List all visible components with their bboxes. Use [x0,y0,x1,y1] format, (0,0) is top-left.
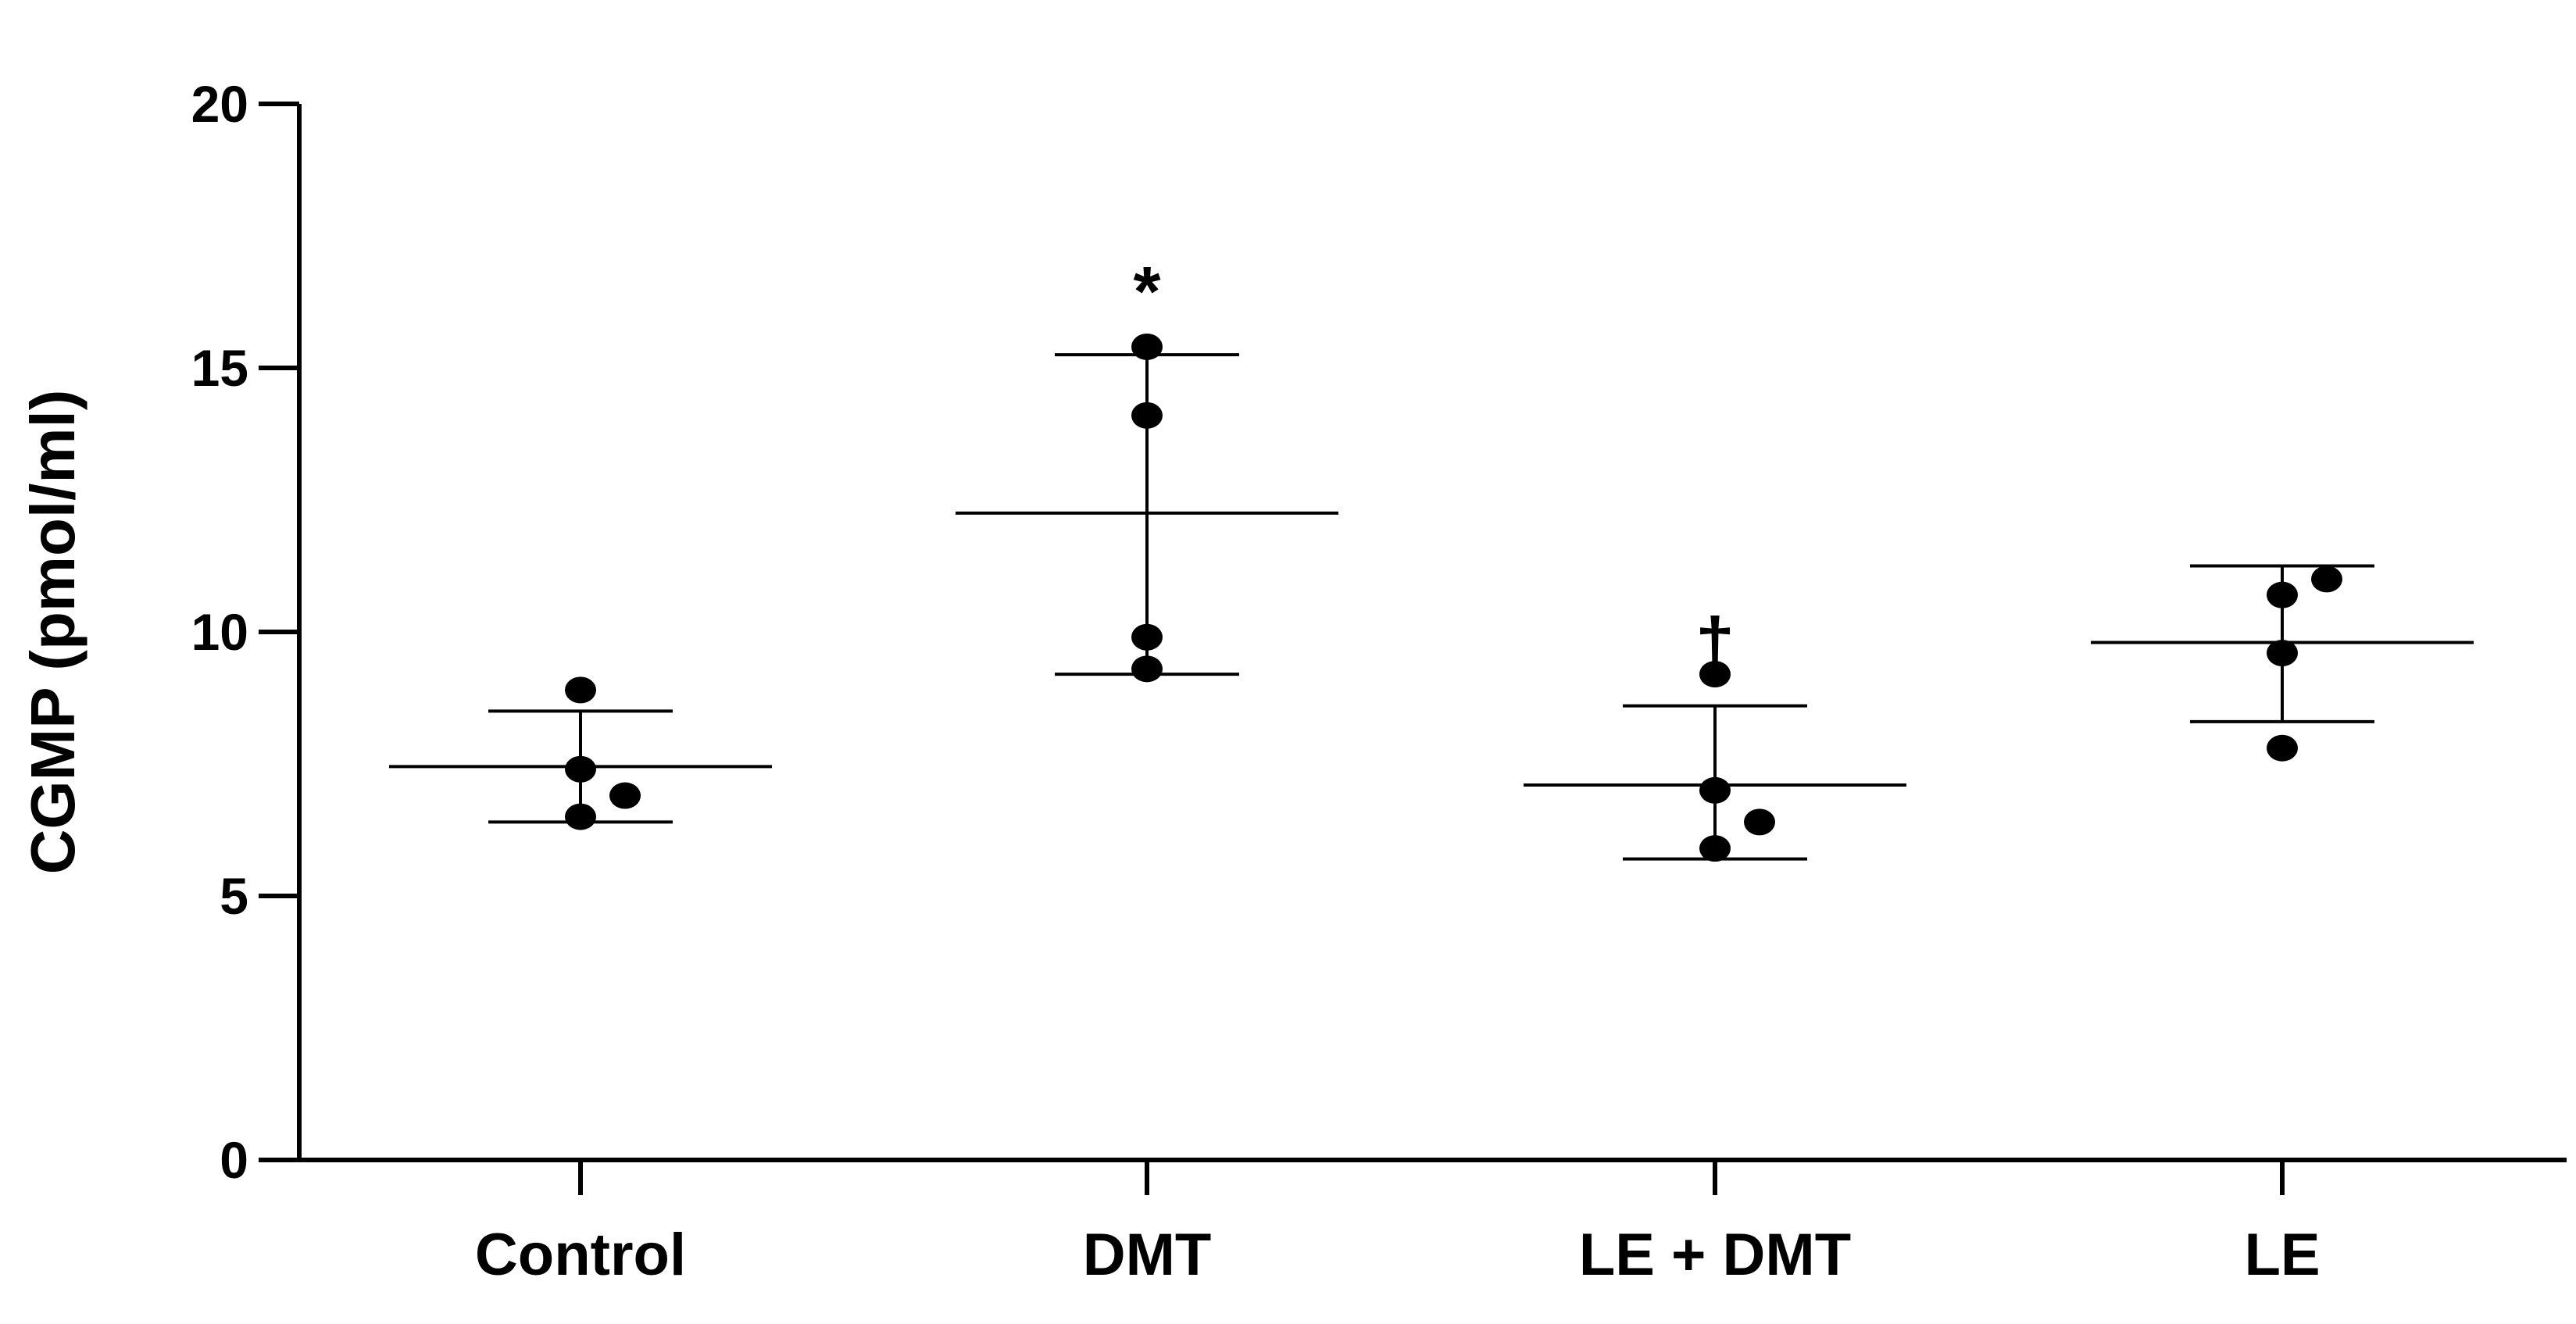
x-tick-label: Control [475,1222,686,1288]
x-tick-label: LE [2244,1222,2320,1288]
data-point [2267,581,2298,608]
data-point [565,676,596,704]
data-point [1744,808,1775,836]
group-le-dmt: † [1524,605,1906,862]
data-point [1699,835,1731,862]
data-point [565,755,596,783]
data-point [1131,401,1163,429]
y-tick-label: 20 [191,75,248,133]
y-tick-label: 10 [191,603,248,661]
group-dmt: * [956,253,1338,683]
data-point [1131,623,1163,651]
groups: *† [389,253,2474,862]
y-ticks: 0 5 10 15 20 [191,75,299,1189]
group-control [389,676,772,830]
data-point [2267,640,2298,667]
x-ticks: Control DMT LE + DMT LE [475,1160,2321,1288]
significance-marker: † [1695,605,1735,683]
y-axis-title: CGMP (pmol/ml) [18,390,88,875]
y-tick-label: 0 [220,1131,248,1189]
group-le [2091,564,2474,762]
x-tick-label: LE + DMT [1579,1222,1851,1288]
data-point [2267,734,2298,762]
axes [297,104,2567,1162]
data-point [2311,566,2342,593]
data-point [1131,655,1163,683]
data-point [1699,661,1731,688]
data-point [565,803,596,830]
x-tick-label: DMT [1083,1222,1212,1288]
data-point [609,782,641,809]
data-point [1699,776,1731,804]
significance-marker: * [1133,253,1160,331]
y-tick-label: 5 [220,867,248,925]
y-tick-label: 15 [191,339,248,397]
data-point [1131,333,1163,360]
